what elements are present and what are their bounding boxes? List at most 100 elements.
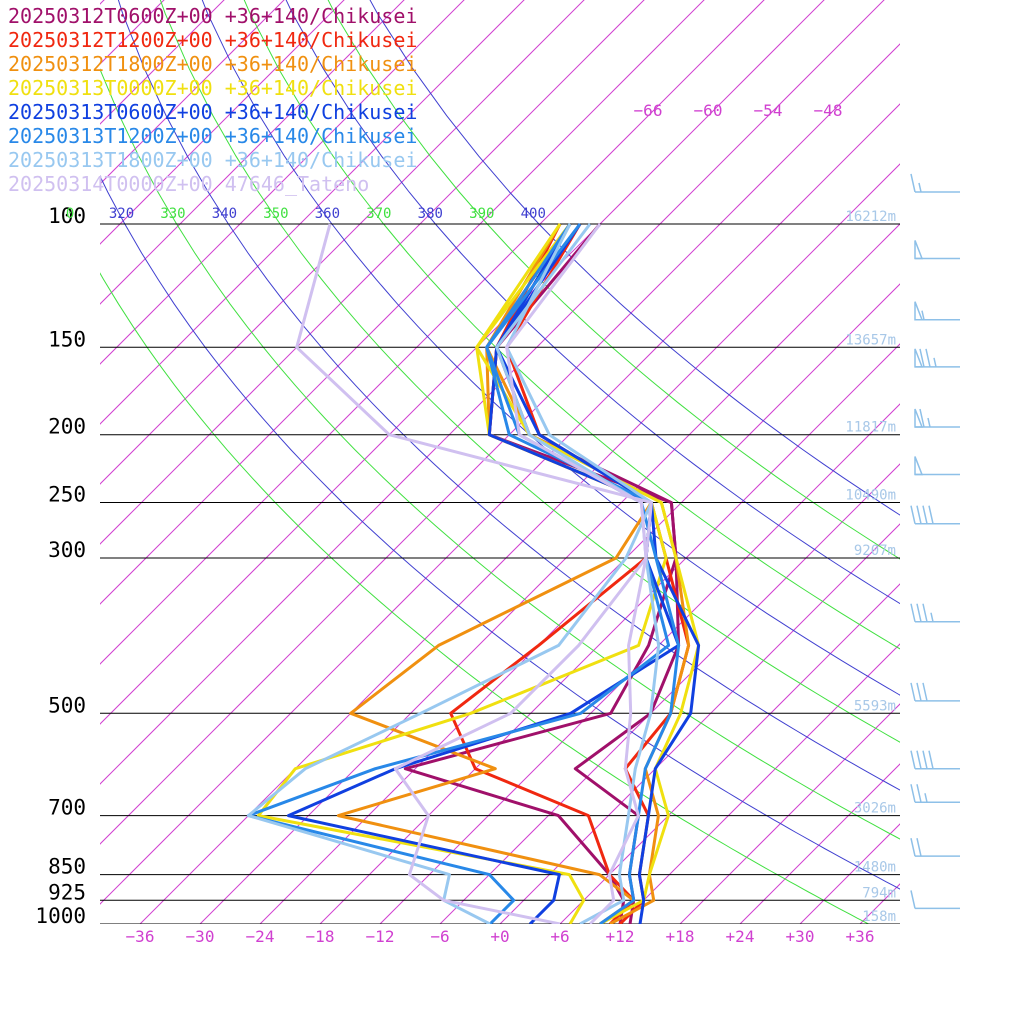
wind-barb xyxy=(914,348,960,368)
isotherm xyxy=(100,43,900,845)
temperature-profile xyxy=(475,223,701,924)
theta-label: 320 xyxy=(109,206,134,222)
dewpoint-profile xyxy=(336,223,653,924)
height-label: 3026m xyxy=(854,801,896,817)
barb-full xyxy=(922,603,928,622)
isotherm xyxy=(379,403,900,924)
legend: 20250312T0600Z+00 +36+140/Chikusei 202503… xyxy=(8,4,417,196)
wind-barb xyxy=(910,603,960,623)
barb-full xyxy=(910,750,916,769)
theta-label: 370 xyxy=(366,206,391,222)
barb-full xyxy=(916,838,922,857)
isotherm xyxy=(439,463,900,924)
dewpoint-profile xyxy=(246,223,653,924)
temperature-tick-label: +30 xyxy=(786,927,815,946)
isotherm xyxy=(199,223,900,924)
legend-item: 20250313T0600Z+00 +36+140/Chikusei xyxy=(8,100,418,124)
isotherm-label: −66 xyxy=(634,101,663,120)
height-label: 794m xyxy=(862,885,896,901)
barb-full xyxy=(919,408,925,428)
height-label: 9207m xyxy=(854,543,896,559)
pressure-label: 500 xyxy=(48,693,86,717)
pressure-label: 850 xyxy=(48,855,86,879)
isotherm xyxy=(859,883,900,924)
isotherm xyxy=(100,0,285,185)
isotherm xyxy=(619,643,900,924)
temperature-profile xyxy=(505,223,648,924)
isotherm xyxy=(100,0,405,305)
isotherm xyxy=(920,0,1024,924)
wind-barb xyxy=(910,750,960,770)
barb-full xyxy=(910,173,916,193)
isotherm xyxy=(100,0,345,245)
barb-full xyxy=(925,348,931,368)
barb-full xyxy=(910,838,916,857)
barb-full xyxy=(928,750,934,769)
height-label: 13657m xyxy=(845,332,896,348)
temperature-profile xyxy=(495,223,661,924)
pressure-label: 700 xyxy=(48,796,86,820)
theta-label: 330 xyxy=(160,206,185,222)
temperature-tick-label: +0 xyxy=(490,927,509,946)
isotherm xyxy=(100,0,525,425)
barb-full xyxy=(916,603,922,622)
theta-label: 400 xyxy=(521,206,546,222)
wind-barbs xyxy=(910,173,960,910)
barb-half xyxy=(921,310,925,320)
dewpoint-profile xyxy=(246,223,671,924)
barb-full xyxy=(916,750,922,769)
barb-full xyxy=(916,784,922,803)
plot-area xyxy=(100,0,1024,924)
height-label: 16212m xyxy=(845,209,896,225)
isotherm-label: −60 xyxy=(694,101,723,120)
pressure-label: 250 xyxy=(48,483,86,507)
isotherm xyxy=(100,0,165,65)
legend-item: 20250312T0600Z+00 +36+140/Chikusei xyxy=(8,4,418,28)
wind-barb xyxy=(914,408,960,428)
barb-pennant xyxy=(914,240,924,260)
barb-full xyxy=(910,784,916,803)
barb-full xyxy=(922,750,928,769)
pressure-label: 925 xyxy=(48,880,86,904)
legend-item: 20250313T0000Z+00 +36+140/Chikusei xyxy=(8,76,418,100)
barb-full xyxy=(916,505,922,524)
legend-item: 20250312T1200Z+00 +36+140/Chikusei xyxy=(8,28,418,52)
temperature-tick-label: −18 xyxy=(306,927,335,946)
isotherm xyxy=(100,0,225,125)
isotherm xyxy=(100,0,465,365)
wind-barb xyxy=(910,682,960,702)
theta-label: 390 xyxy=(469,206,494,222)
isotherm xyxy=(100,0,705,605)
wind-barb xyxy=(914,301,960,321)
barb-half xyxy=(927,417,931,428)
isotherm xyxy=(100,0,765,665)
barb-full xyxy=(910,603,916,622)
dewpoint-profile xyxy=(295,223,653,924)
barb-pennant xyxy=(914,301,924,321)
temperature-tick-label: +12 xyxy=(606,927,635,946)
height-label: 5593m xyxy=(854,698,896,714)
height-label: 158m xyxy=(862,909,896,925)
theta-label: 380 xyxy=(418,206,443,222)
barb-full xyxy=(922,682,928,702)
temperature-tick-label: −24 xyxy=(246,927,275,946)
barb-half xyxy=(933,357,937,368)
barb-full xyxy=(922,505,928,524)
temperature-tick-label: +24 xyxy=(726,927,755,946)
pressure-label: 300 xyxy=(48,538,86,562)
isotherm xyxy=(319,343,900,924)
temperature-tick-label: +36 xyxy=(846,927,875,946)
height-label: 11817m xyxy=(845,420,896,436)
isotherm-label: −48 xyxy=(814,101,843,120)
temperature-tick-label: −12 xyxy=(366,927,395,946)
wind-barb xyxy=(910,784,960,804)
wind-barb xyxy=(914,240,960,260)
legend-item: 20250313T1200Z+00 +36+140/Chikusei xyxy=(8,124,418,148)
barb-full xyxy=(910,890,916,909)
barb-full xyxy=(919,348,925,368)
barb-pennant xyxy=(914,408,924,428)
temperature-tick-label: −36 xyxy=(126,927,155,946)
isotherm-label: −54 xyxy=(754,101,783,120)
legend-item: 20250312T1800Z+00 +36+140/Chikusei xyxy=(8,52,418,76)
